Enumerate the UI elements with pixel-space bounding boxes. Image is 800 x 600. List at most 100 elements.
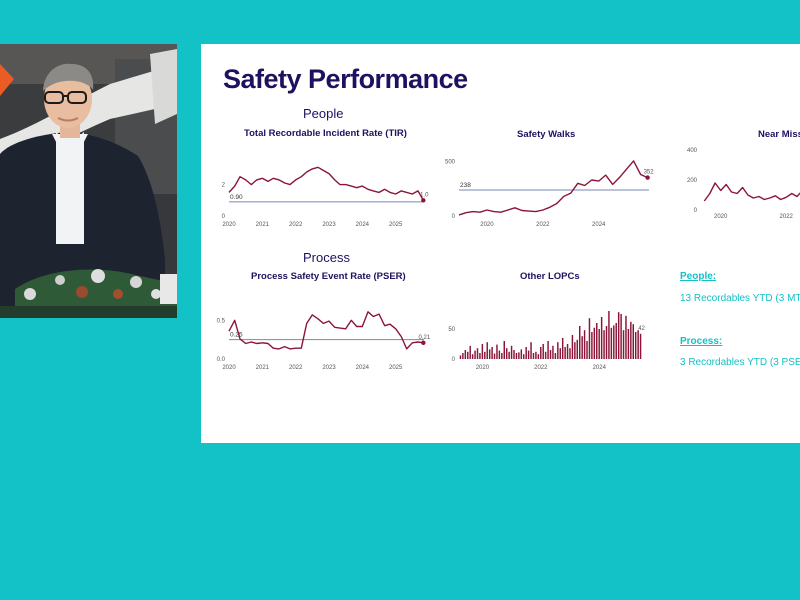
process-heading: Process <box>303 250 350 265</box>
lopc-bar <box>622 330 625 359</box>
lopc-end-label: 42 <box>638 326 645 332</box>
lopc-bar <box>581 336 583 359</box>
tir-series-line <box>228 166 424 201</box>
lopc-chart: 0 50 2020 2022 2024 42 <box>448 311 646 371</box>
lopc-bar <box>462 353 464 359</box>
pser-end-point <box>421 340 426 345</box>
lopc-bar <box>639 333 642 359</box>
tir-x-tick: 2020 <box>222 222 236 228</box>
lopc-y-tick: 50 <box>448 327 455 333</box>
lopc-bar <box>544 351 547 359</box>
people-summary-text: 13 Recordables YTD (3 MT <box>680 293 800 304</box>
lopc-bar <box>630 321 632 359</box>
pser-end-label: 0.21 <box>418 335 430 341</box>
pser-x-tick: 2021 <box>256 365 270 371</box>
lopc-bar <box>593 327 596 359</box>
lopc-y-tick: 0 <box>452 357 456 363</box>
pser-y-tick: 0.0 <box>217 357 226 363</box>
lopc-bar <box>632 324 634 359</box>
process-summary-label: Process: <box>680 336 723 347</box>
pser-x-tick: 2025 <box>389 365 403 371</box>
walks-target-label: 238 <box>460 182 471 189</box>
lopc-bar <box>547 341 549 359</box>
nearmiss-series-line <box>703 182 800 202</box>
lopc-bar <box>535 351 537 359</box>
lopc-bar <box>571 335 574 359</box>
lopc-bar <box>484 351 486 359</box>
walks-x-tick: 2024 <box>592 222 606 228</box>
tir-y-tick: 2 <box>222 183 226 189</box>
tir-chart: 0 2 2020 2021 2022 2023 2024 2025 0.90 1.0 <box>222 166 429 228</box>
nearmiss-y-tick: 0 <box>694 208 698 214</box>
pser-chart: 0.0 0.5 2020 2021 2022 2023 2024 2025 0.25 0.21 <box>217 311 431 371</box>
lopc-bar <box>503 341 505 359</box>
lopc-bar <box>515 353 518 359</box>
lopc-bar <box>493 353 496 359</box>
lopc-bar <box>549 350 552 359</box>
lopc-bar <box>583 330 586 359</box>
lopc-bar <box>523 354 525 359</box>
lopc-bar <box>479 353 481 359</box>
lopc-bar <box>615 323 617 359</box>
nearmiss-chart: 0 200 400 2020 2022 <box>687 148 800 220</box>
lopc-bar <box>637 330 639 359</box>
pser-x-tick: 2022 <box>289 365 303 371</box>
people-heading: People <box>303 106 344 121</box>
lopc-bar <box>540 347 542 359</box>
lopc-bar <box>481 344 484 359</box>
lopc-bar <box>542 344 544 359</box>
lopc-bar <box>520 349 523 359</box>
lopc-bar <box>603 330 605 359</box>
pser-target-label: 0.25 <box>230 332 243 339</box>
lopc-bar <box>530 342 532 359</box>
lopc-bar <box>613 325 615 359</box>
tir-chart-title: Total Recordable Incident Rate (TIR) <box>244 128 407 139</box>
lopc-bar <box>566 344 569 359</box>
walks-end-point <box>645 175 650 180</box>
lopc-bar <box>574 342 576 359</box>
lopc-bar <box>501 353 503 359</box>
lopc-bar <box>591 332 593 359</box>
lopc-chart-title: Other LOPCs <box>520 271 580 282</box>
lopc-bar <box>510 345 513 359</box>
lopc-bar <box>634 332 637 359</box>
nearmiss-x-tick: 2022 <box>780 214 794 220</box>
walks-x-tick: 2020 <box>480 222 494 228</box>
lopc-bar <box>627 329 630 359</box>
lopc-bar <box>608 311 610 359</box>
presenter-image <box>0 44 177 318</box>
lopc-bar <box>569 348 571 359</box>
pser-y-tick: 0.5 <box>217 318 226 324</box>
slide-title: Safety Performance <box>223 64 468 94</box>
pser-x-tick: 2020 <box>222 365 236 371</box>
lopc-x-tick: 2020 <box>476 365 490 371</box>
walks-series-line <box>458 160 648 216</box>
tir-target-label: 0.90 <box>230 194 243 201</box>
nearmiss-chart-title: Near Miss <box>758 129 800 140</box>
walks-chart: 0 500 2020 2022 2024 238 352 <box>445 159 655 228</box>
tir-end-point <box>421 198 426 203</box>
lopc-bar <box>605 326 608 359</box>
people-summary-label: People: <box>680 271 717 282</box>
lopc-bar <box>620 314 622 359</box>
process-summary-text: 3 Recordables YTD (3 PSE <box>680 357 800 368</box>
pser-chart-title: Process Safety Event Rate (PSER) <box>251 271 406 282</box>
lopc-x-tick: 2024 <box>593 365 607 371</box>
lopc-bar <box>576 339 579 359</box>
walks-end-label: 352 <box>644 170 655 176</box>
lopc-bar <box>469 345 471 359</box>
lopc-bar <box>518 352 520 359</box>
lopc-bar <box>486 342 488 359</box>
lopc-bar <box>491 347 493 359</box>
lopc-bar <box>588 318 591 359</box>
lopc-bar <box>496 344 498 359</box>
lopc-bar <box>578 326 581 359</box>
tir-y-tick: 0 <box>222 214 226 220</box>
pser-series-line <box>228 311 424 350</box>
lopc-x-tick: 2022 <box>534 365 548 371</box>
lopc-bar <box>505 348 508 359</box>
lopc-bar <box>471 354 474 359</box>
lopc-bar <box>532 353 535 359</box>
presenter-video <box>0 44 177 318</box>
lopc-bar <box>464 350 467 359</box>
